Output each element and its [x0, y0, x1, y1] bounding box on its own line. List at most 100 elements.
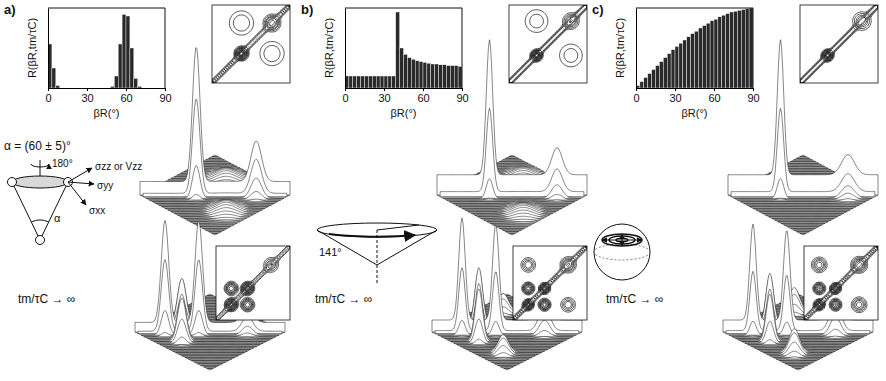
- annotation: 180°: [52, 158, 73, 169]
- contour-line: [226, 260, 276, 310]
- surface-slice: [484, 216, 540, 220]
- surface-slice: [143, 99, 287, 196]
- contour-line: [825, 53, 830, 58]
- surface-slice: [750, 206, 856, 207]
- contour-line: [524, 261, 571, 308]
- contour-background: [216, 246, 290, 320]
- histogram-bar: [718, 17, 722, 88]
- angle-arc: [31, 220, 48, 222]
- x-axis-title: βR(°): [391, 107, 417, 119]
- histogram-bar: [396, 12, 400, 88]
- surface-slice: [762, 213, 843, 214]
- contour-line: [534, 52, 540, 58]
- cone-rim: [317, 223, 437, 237]
- motion-arrow: [329, 234, 415, 237]
- rotation-arrow: [31, 164, 49, 167]
- histogram-bar: [714, 19, 718, 88]
- contour-line: [534, 53, 538, 57]
- contour-line: [527, 288, 545, 306]
- surface-slice: [500, 161, 525, 162]
- y-axis-line: [345, 9, 346, 89]
- histogram-bar: [60, 88, 64, 89]
- histogram-bar: [454, 66, 458, 88]
- surface-slice: [203, 228, 228, 229]
- plot-frame: [636, 8, 753, 9]
- contour-line: [533, 19, 573, 59]
- histogram-bar: [130, 48, 134, 88]
- panel: 0306090βR(°)R(βR,tm/τC)141°b)tm/τC → ∞: [301, 2, 587, 370]
- x-axis: 0306090: [45, 88, 171, 104]
- plot-frame: [165, 8, 166, 88]
- contour-line: [800, 5, 878, 83]
- contour-plot: [216, 246, 290, 320]
- surface-slice: [206, 229, 225, 230]
- contour-plot: [509, 5, 587, 83]
- x-tick-label: 60: [708, 92, 720, 104]
- contour-frame: [513, 246, 587, 320]
- plot-frame: [462, 8, 463, 88]
- surface-slice: [786, 363, 811, 364]
- tensor-axis: [68, 182, 86, 205]
- histogram-bar: [79, 88, 83, 89]
- histogram-bar: [659, 62, 663, 88]
- surface-slice: [209, 158, 222, 159]
- y-axis: [345, 9, 346, 89]
- x-tick-mark: [165, 88, 166, 91]
- contour-plot: [513, 246, 587, 320]
- x-tick-label: 60: [417, 92, 429, 104]
- y-axis-title: R(βR,tm/τC): [614, 18, 626, 78]
- histogram-bar: [726, 14, 730, 88]
- contour-line: [509, 5, 587, 83]
- surface-slice: [795, 368, 801, 369]
- histogram-bar: [161, 88, 165, 89]
- contour-background: [509, 5, 587, 83]
- histogram-bar: [663, 58, 667, 88]
- contour-line: [825, 53, 829, 57]
- surface-slice: [782, 362, 813, 363]
- annotation: σxx: [89, 205, 105, 216]
- x-tick: 90: [159, 88, 171, 104]
- contour-line: [804, 246, 878, 320]
- y-axis: [636, 9, 637, 89]
- contour-line: [800, 5, 878, 83]
- surface-slice: [201, 365, 220, 366]
- contour-line: [212, 5, 290, 83]
- surface-slice: [204, 366, 217, 367]
- contour-line: [818, 288, 836, 306]
- surface-slice: [182, 355, 238, 356]
- annotation: 141°: [319, 246, 342, 258]
- contour-line: [804, 246, 878, 320]
- surface-slice: [791, 161, 816, 162]
- histogram-bar: [368, 76, 372, 88]
- histogram-bar: [679, 43, 683, 88]
- histogram-bar: [157, 88, 161, 89]
- histogram-bar: [439, 65, 443, 88]
- contour-line: [216, 246, 290, 320]
- contour-line: [509, 5, 587, 83]
- x-tick: 30: [378, 88, 390, 104]
- histogram-bar: [83, 88, 87, 89]
- surface-slice: [188, 358, 232, 359]
- contour-line: [525, 263, 570, 308]
- histogram-bar: [110, 86, 114, 88]
- surface-slice: [789, 365, 808, 366]
- surface-slice: [766, 215, 841, 216]
- contour-line: [826, 54, 830, 58]
- contour-line: [817, 286, 838, 307]
- surface-slice: [204, 297, 217, 298]
- plot-frame: [753, 8, 754, 88]
- histogram-bar: [671, 50, 675, 88]
- histogram-bar: [749, 8, 753, 88]
- contour-line: [532, 17, 575, 60]
- x-tick: 60: [708, 88, 720, 104]
- x-tick: 0: [45, 88, 51, 104]
- x-axis-title: βR(°): [682, 107, 708, 119]
- x-tick: 0: [342, 88, 348, 104]
- histogram-bar: [365, 76, 369, 88]
- contour-line: [824, 52, 831, 59]
- surface-slice: [794, 230, 813, 231]
- histogram-bar: [388, 76, 392, 88]
- plot-background: [636, 8, 753, 88]
- surface-slice: [190, 220, 240, 222]
- contour-line: [238, 50, 245, 57]
